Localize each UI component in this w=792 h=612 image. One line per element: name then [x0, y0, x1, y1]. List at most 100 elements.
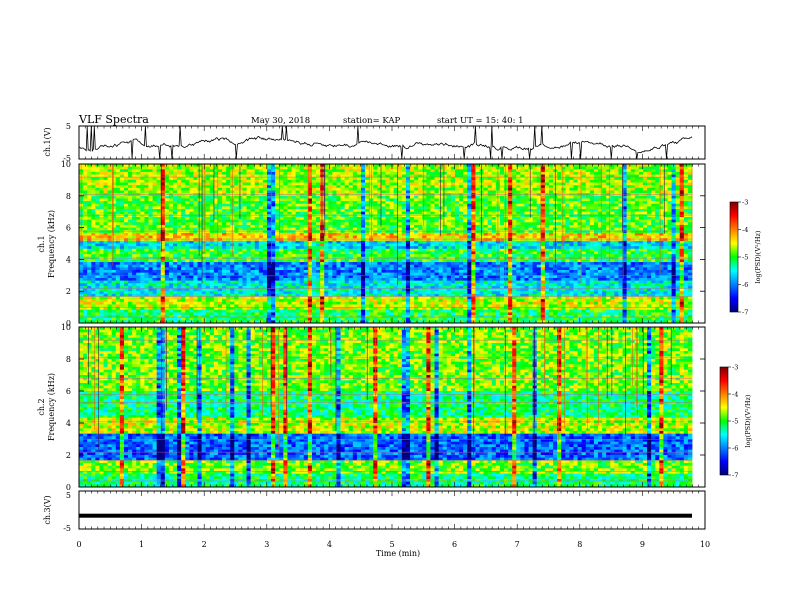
spectrogram-cell — [181, 235, 186, 239]
spectrogram-cell — [642, 206, 648, 210]
spectrogram-cell — [377, 248, 382, 252]
spectrogram-cell — [606, 219, 611, 223]
spectrogram-cell — [164, 227, 170, 231]
spectrogram-cell — [401, 201, 407, 205]
spectrogram-cell — [687, 185, 693, 189]
spectrogram-cell — [499, 198, 505, 202]
spectrogram-cell — [565, 206, 570, 210]
spectrogram-cell — [659, 227, 664, 231]
spectrogram-cell — [140, 203, 145, 207]
spectrogram-cell — [687, 238, 693, 242]
spectrogram-cell — [303, 240, 309, 244]
spectrogram-cell — [634, 240, 640, 244]
spectrogram-cell — [340, 224, 346, 228]
spectrogram-cell — [659, 164, 664, 168]
spectrogram-cell — [638, 179, 644, 183]
spectrogram-cell — [687, 246, 693, 250]
spectrogram-cell — [622, 222, 628, 226]
spectrogram-cell — [185, 224, 190, 228]
spectrogram-cell — [459, 174, 464, 178]
spectrogram-cell — [610, 230, 615, 234]
spectrogram-cell — [504, 248, 509, 252]
spectrogram-cell — [540, 187, 546, 191]
spectrogram-cell — [226, 174, 231, 178]
spectrogram-cell — [508, 235, 513, 239]
spectrogram-cell — [479, 248, 484, 252]
spectrogram-cell — [687, 232, 693, 236]
spectrogram-cell — [295, 201, 301, 205]
spectrogram-cell — [311, 227, 317, 231]
spectrogram-cell — [119, 217, 125, 221]
spectrogram-cell — [491, 169, 497, 173]
spectrogram-cell — [271, 243, 276, 247]
spectrogram-cell — [581, 187, 587, 191]
spectrogram-cell — [405, 190, 411, 194]
spectrogram-cell — [377, 187, 382, 191]
spectrogram-cell — [328, 190, 333, 194]
spectrogram-cell — [667, 243, 672, 247]
spectrogram-cell — [340, 214, 346, 218]
spectrogram-cell — [222, 211, 227, 215]
spectrogram-cell — [193, 211, 198, 215]
spectrogram-cell — [119, 174, 125, 178]
spectrogram-cell — [328, 169, 333, 173]
spectrogram-cell — [295, 182, 301, 186]
spectrogram-cell — [352, 235, 358, 239]
spectrogram-cell — [316, 222, 321, 226]
spectrogram-cell — [328, 206, 333, 210]
spectrogram-cell — [377, 209, 382, 213]
spectrogram-cell — [332, 171, 337, 175]
spectrogram-cell — [287, 235, 292, 239]
spectrogram-cell — [123, 174, 129, 178]
spectrogram-cell — [234, 206, 239, 210]
spectrogram-cell — [87, 246, 92, 250]
spectrogram-cell — [299, 190, 305, 194]
spectrogram-cell — [250, 232, 256, 236]
spectrogram-cell — [152, 179, 158, 183]
spectrogram-cell — [414, 201, 419, 205]
spectrogram-cell — [610, 198, 615, 202]
spectrogram-cell — [393, 164, 399, 168]
spectrogram-cell — [91, 209, 96, 213]
spectrogram-cell — [512, 164, 517, 168]
spectrogram-cell — [491, 171, 497, 175]
spectrogram-cell — [303, 238, 309, 242]
spectrogram-cell — [561, 240, 566, 244]
spectrogram-cell — [414, 166, 419, 170]
spectrogram-cell — [397, 219, 403, 223]
spectrogram-cell — [111, 235, 117, 239]
spectrogram-cell — [475, 240, 480, 244]
spectrogram-cell — [238, 203, 243, 207]
spectrogram-cell — [540, 248, 546, 252]
spectrogram-cell — [168, 198, 174, 202]
spectrogram-cell — [115, 230, 121, 234]
spectrogram-cell — [622, 190, 628, 194]
spectrogram-cell — [610, 166, 615, 170]
spectrogram-cell — [516, 169, 521, 173]
spectrogram-cell — [156, 224, 162, 228]
spectrogram-cell — [418, 179, 423, 183]
spectrogram-cell — [573, 164, 578, 168]
spectrogram-cell — [311, 166, 317, 170]
spectrogram-cell — [209, 164, 215, 168]
spectrogram-cell — [598, 230, 603, 234]
spectrogram-cell — [242, 211, 247, 215]
spectrogram-cell — [434, 164, 440, 168]
spectrogram-cell — [115, 171, 121, 175]
spectrogram-cell — [352, 164, 358, 168]
spectrogram-cell — [217, 246, 223, 250]
spectrogram-cell — [234, 209, 239, 213]
spectrogram-cell — [123, 230, 129, 234]
spectrogram-cell — [401, 219, 407, 223]
spectrogram-cell — [340, 190, 346, 194]
spectrogram-cell — [119, 224, 125, 228]
spectrogram-cell — [446, 164, 452, 168]
spectrogram-cell — [606, 201, 611, 205]
spectrogram-cell — [475, 243, 480, 247]
spectrogram-cell — [536, 201, 542, 205]
spectrogram-cell — [647, 246, 652, 250]
spectrogram-cell — [459, 177, 464, 181]
spectrogram-cell — [222, 182, 227, 186]
spectrogram-cell — [667, 219, 672, 223]
spectrogram-cell — [589, 232, 595, 236]
